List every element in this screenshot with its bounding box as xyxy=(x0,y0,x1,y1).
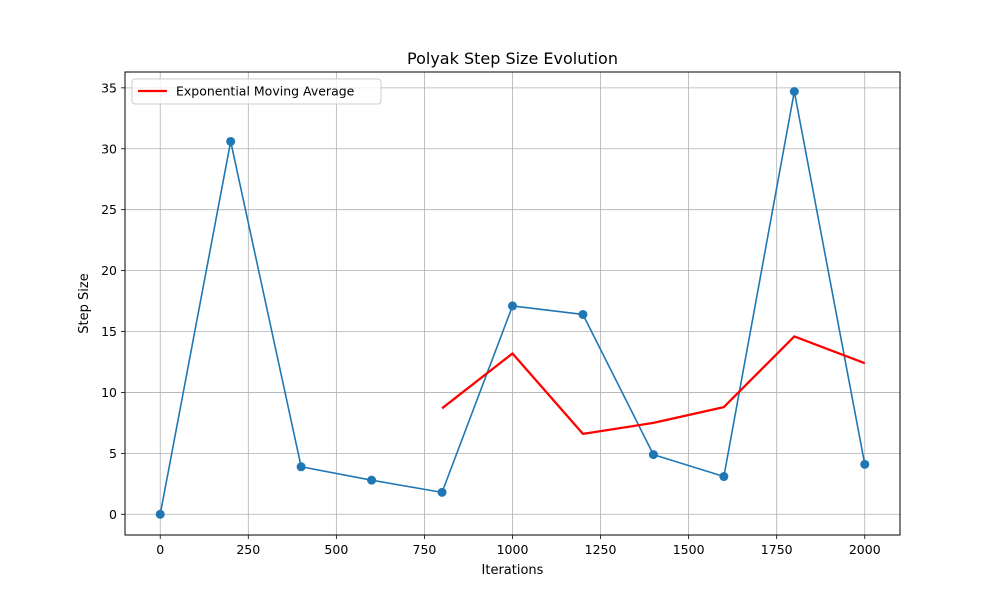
step-point xyxy=(437,487,447,497)
grid xyxy=(125,72,900,535)
y-tick-label: 0 xyxy=(109,507,117,522)
y-tick-label: 35 xyxy=(101,80,117,95)
legend: Exponential Moving Average xyxy=(131,78,382,105)
x-tick-label: 2000 xyxy=(849,542,881,557)
ema-line xyxy=(441,335,866,436)
y-tick-label: 25 xyxy=(101,202,117,217)
legend-label-ema: Exponential Moving Average xyxy=(176,84,355,99)
y-tick-label: 30 xyxy=(101,141,117,156)
y-axis-label: Step Size xyxy=(77,273,92,333)
x-tick-label: 1750 xyxy=(761,542,793,557)
x-tick-label: 1000 xyxy=(497,542,529,557)
step-point xyxy=(789,86,799,96)
step-point xyxy=(508,301,517,311)
x-tick-label: 750 xyxy=(413,542,437,557)
step-point xyxy=(648,450,658,460)
x-tick-label: 0 xyxy=(156,542,164,557)
step-point xyxy=(719,472,729,482)
x-tick-label: 500 xyxy=(324,542,348,557)
x-axis-label: Iterations xyxy=(482,563,544,578)
x-tick-label: 250 xyxy=(236,542,260,557)
y-tick-label: 5 xyxy=(109,446,117,461)
x-axis: 0 250 500 750 1000 1250 1500 1750 2000 xyxy=(156,535,881,557)
y-tick-label: 10 xyxy=(101,385,117,400)
y-axis: 0 5 10 15 20 25 30 35 xyxy=(101,80,125,522)
step-point xyxy=(155,509,165,519)
step-point xyxy=(226,136,236,146)
x-tick-label: 1500 xyxy=(673,542,705,557)
legend-box xyxy=(131,78,382,105)
step-point xyxy=(296,462,306,472)
step-point xyxy=(367,475,377,485)
step-point xyxy=(860,459,870,469)
x-tick-label: 1250 xyxy=(585,542,617,557)
step-point xyxy=(578,309,588,319)
series-layer xyxy=(155,86,870,519)
y-tick-label: 20 xyxy=(101,263,117,278)
y-tick-label: 15 xyxy=(101,324,117,339)
chart-title: Polyak Step Size Evolution xyxy=(407,49,618,68)
